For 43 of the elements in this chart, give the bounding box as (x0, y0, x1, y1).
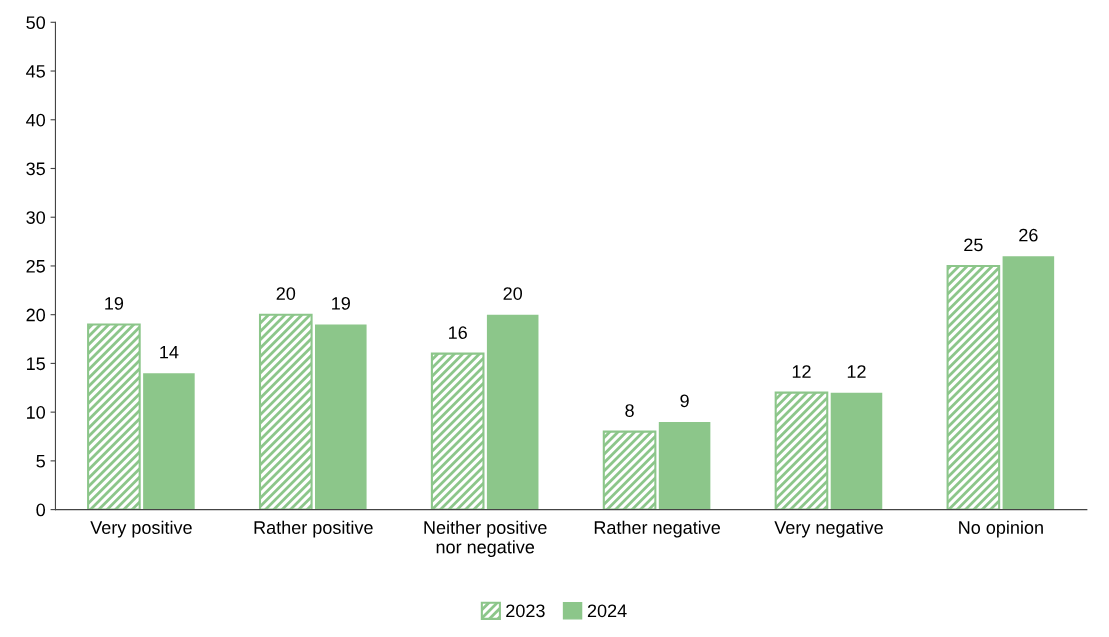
data-label: 12 (847, 365, 866, 378)
y-tick-label: 10 (27, 406, 46, 419)
data-label: 20 (276, 287, 296, 300)
legend-label: 2024 (587, 604, 627, 618)
bar (315, 324, 367, 510)
data-label: 8 (625, 404, 634, 417)
y-tick-label: 15 (27, 357, 45, 371)
data-label: 20 (503, 287, 523, 300)
y-tick-label: 45 (26, 65, 45, 78)
data-label: 9 (680, 394, 689, 408)
data-label: 26 (1019, 228, 1038, 242)
legend-label: 2023 (506, 604, 545, 618)
data-label: 19 (105, 296, 124, 310)
data-label: 16 (449, 326, 467, 339)
y-tick-label: 5 (36, 454, 45, 468)
x-tick-label: Rather negative (594, 520, 721, 538)
x-tick-label: Very negative (774, 520, 883, 538)
data-label: 25 (964, 238, 983, 252)
x-tick-label: Very positive (90, 520, 192, 538)
bar (1002, 256, 1055, 510)
y-tick-label: 30 (26, 211, 46, 224)
bar (658, 421, 711, 510)
y-tick-label: 20 (26, 308, 46, 322)
bar (946, 264, 1001, 510)
bar (486, 314, 539, 510)
y-tick-label: 25 (26, 259, 45, 273)
x-tick-label: Rather positive (254, 520, 373, 538)
bar (830, 392, 883, 510)
bar (774, 391, 829, 510)
bar (602, 430, 657, 510)
data-label: 12 (792, 365, 811, 378)
x-tick-label: No opinion (959, 520, 1043, 538)
bar (258, 313, 313, 510)
bar (430, 352, 485, 510)
x-tick-label: Neither positive nor negative (424, 520, 547, 557)
y-tick-label: 50 (26, 16, 46, 30)
data-label: 19 (332, 296, 350, 310)
y-tick-label: 35 (26, 162, 45, 176)
bar (143, 373, 195, 510)
y-tick-label: 40 (26, 113, 46, 127)
data-label: 14 (160, 345, 179, 359)
y-tick-label: 0 (36, 503, 46, 517)
bar (87, 323, 141, 510)
